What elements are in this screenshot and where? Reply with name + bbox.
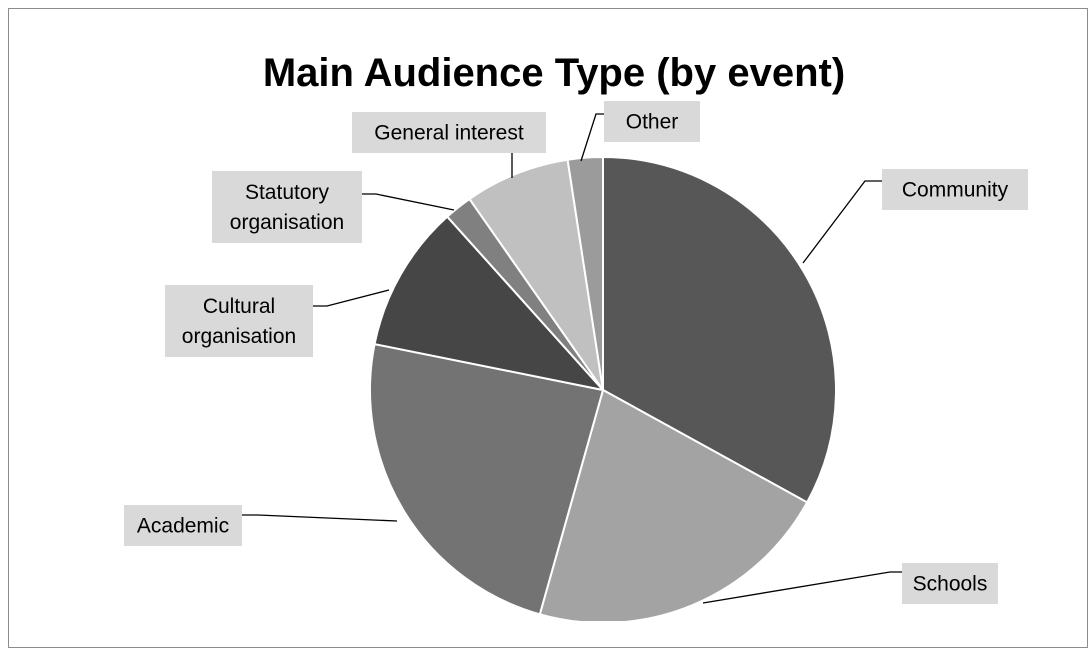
- pie-slice-general-interest: [468, 158, 604, 391]
- pie-slice-academic: [369, 342, 605, 616]
- leader-line-schools: [702, 571, 902, 604]
- pie-slice-other: [566, 155, 604, 391]
- pie-chart: Main Audience Type (by event) Community S…: [124, 51, 1028, 621]
- data-label-box-general-interest: [352, 112, 546, 153]
- leader-line-academic: [242, 514, 398, 522]
- leader-line-statutory-organisation: [362, 193, 455, 211]
- leader-line-other: [580, 113, 604, 162]
- leader-line-cultural-organisation: [313, 289, 390, 307]
- data-label-box-schools: [902, 563, 998, 604]
- data-label-academic: Academic: [137, 515, 229, 538]
- data-label-box-community: [882, 169, 1028, 210]
- data-label-statutory-organisation: Statutory: [245, 181, 330, 204]
- chart-title: Main Audience Type (by event): [263, 51, 845, 95]
- data-label-general-interest: General interest: [374, 122, 524, 145]
- pie-slice-cultural-organisation: [373, 215, 606, 392]
- data-label-other: Other: [626, 111, 679, 134]
- data-label-box-statutory-organisation: [212, 171, 362, 243]
- data-label-box-other: [604, 101, 700, 142]
- leader-line-community: [802, 180, 882, 264]
- pie-slice-community: [602, 155, 837, 504]
- data-label-cultural-organisation: Cultural: [203, 295, 275, 318]
- data-label-box-cultural-organisation: [165, 285, 313, 357]
- data-label-statutory-organisation: organisation: [230, 211, 344, 234]
- data-label-box-academic: [124, 505, 242, 546]
- data-label-community: Community: [902, 179, 1009, 202]
- pie-slice-schools: [538, 388, 809, 621]
- data-label-schools: Schools: [913, 573, 988, 596]
- data-label-cultural-organisation: organisation: [182, 325, 296, 348]
